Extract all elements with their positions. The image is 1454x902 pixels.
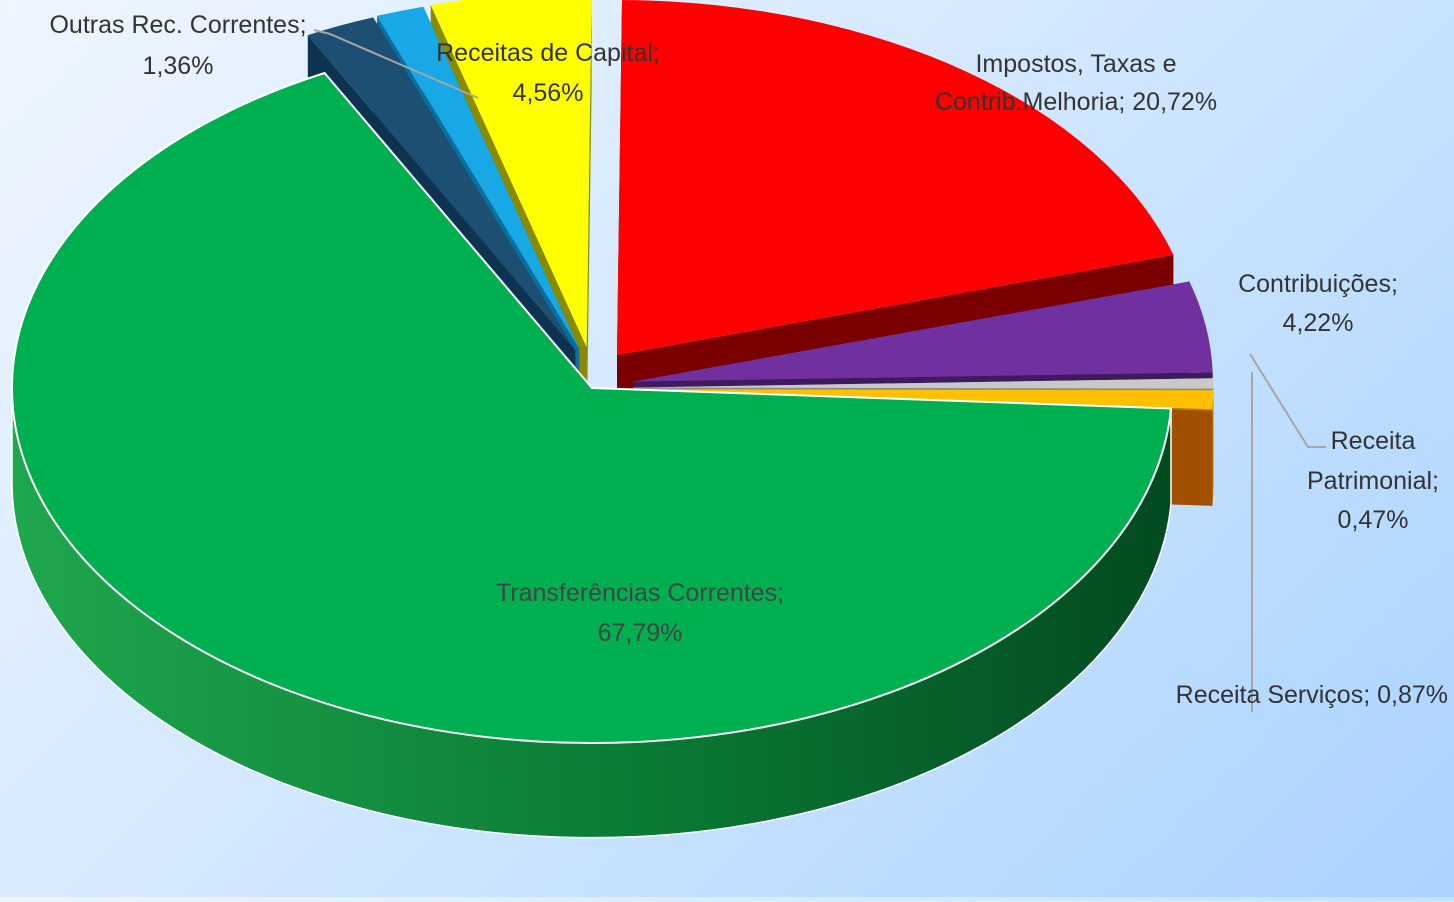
label-contribuicoes-line1: Contribuições; [1238,270,1398,298]
label-capital-line2: 4,56% [513,79,584,107]
label-transferencias-line1: Transferências Correntes; [496,579,784,607]
label-outras-line1: Outras Rec. Correntes; [49,11,306,39]
label-outras-line2: 1,36% [143,52,214,80]
label-servicos: Receita Serviços; 0,87% [1176,681,1448,709]
label-contribuicoes-line2: 4,22% [1283,309,1354,337]
label-impostos-line1: Impostos, Taxas e [975,50,1176,78]
label-capital-line1: Receitas de Capital; [436,39,660,67]
label-impostos-line2: Contrib.Melhoria; 20,72% [935,88,1217,116]
label-patrimonial-line3: 0,47% [1338,506,1409,534]
label-patrimonial-line1: Receita [1331,427,1416,455]
label-patrimonial-line2: Patrimonial; [1307,467,1439,495]
label-transferencias-line2: 67,79% [598,619,683,647]
leader-line-patrimonial [1250,354,1326,447]
